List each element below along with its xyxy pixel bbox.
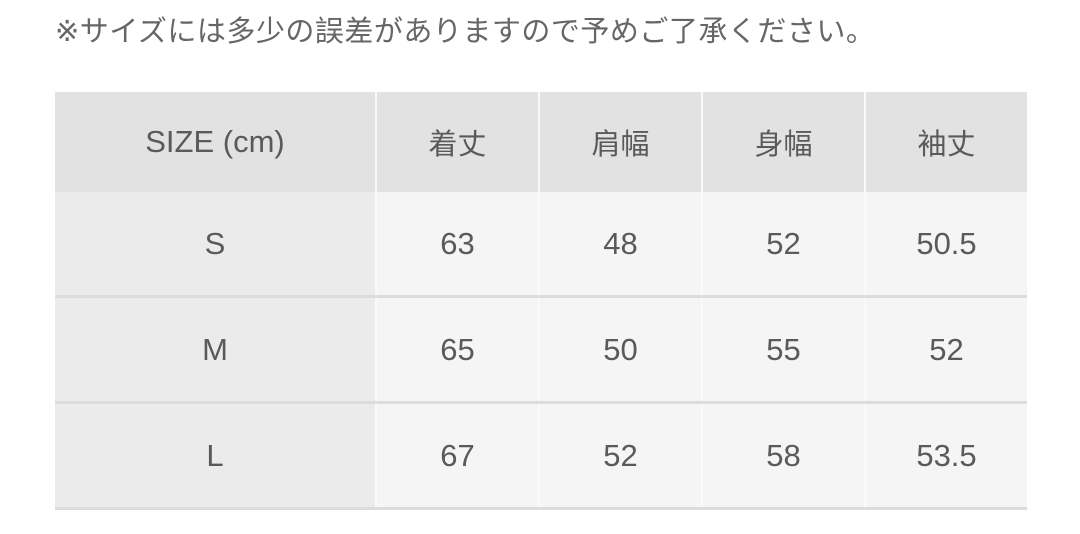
table-cell: 52 (538, 402, 702, 510)
size-label: M (55, 296, 376, 404)
table-row: M 65 50 55 52 (55, 296, 1027, 404)
header-sleeve: 袖丈 (864, 92, 1027, 192)
table-cell: 52 (701, 192, 865, 298)
table-cell: 63 (375, 192, 539, 298)
table-cell: 55 (701, 296, 865, 404)
size-label: S (55, 192, 376, 298)
table-cell: 67 (375, 402, 539, 510)
table-cell: 53.5 (864, 402, 1027, 510)
size-label: L (55, 402, 376, 510)
size-chart-table: SIZE (cm) 着丈 肩幅 身幅 袖丈 S 63 48 52 50.5 M … (55, 92, 1027, 510)
header-chest: 身幅 (701, 92, 865, 192)
table-row: L 67 52 58 53.5 (55, 402, 1027, 510)
table-row: S 63 48 52 50.5 (55, 192, 1027, 298)
header-size: SIZE (cm) (55, 92, 376, 192)
table-cell: 48 (538, 192, 702, 298)
header-shoulder: 肩幅 (538, 92, 702, 192)
header-length: 着丈 (375, 92, 539, 192)
size-disclaimer-note: ※サイズには多少の誤差がありますので予めご了承ください。 (55, 14, 876, 48)
table-cell: 50 (538, 296, 702, 404)
table-cell: 52 (864, 296, 1027, 404)
table-cell: 58 (701, 402, 865, 510)
table-cell: 50.5 (864, 192, 1027, 298)
table-cell: 65 (375, 296, 539, 404)
table-header-row: SIZE (cm) 着丈 肩幅 身幅 袖丈 (55, 92, 1027, 192)
